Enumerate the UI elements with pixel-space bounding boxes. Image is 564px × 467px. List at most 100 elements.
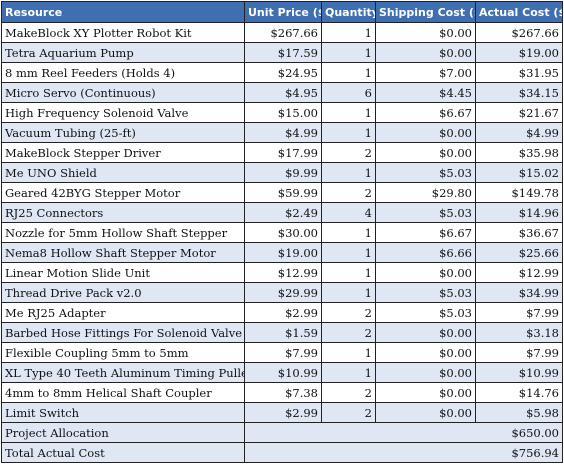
cell-shipping-cost: $5.03 [375, 302, 476, 323]
cell-shipping-cost: $5.03 [375, 162, 476, 183]
cell-unit-price: $10.99 [244, 362, 322, 383]
cell-unit-price: $9.99 [244, 162, 322, 183]
cell-unit-price: $30.00 [244, 222, 322, 243]
cell-unit-price: $17.59 [244, 42, 322, 63]
table-row: Flexible Coupling 5mm to 5mm $7.99 1 $0.00 $… [1, 342, 563, 363]
cell-quantity: 1 [321, 222, 376, 243]
cell-resource: RJ25 Connectors [1, 202, 245, 223]
cell-unit-price: $15.00 [244, 102, 322, 123]
summary-label: Project Allocation [1, 422, 245, 443]
header-unit-price: Unit Price ($) [244, 1, 322, 23]
cell-shipping-cost: $29.80 [375, 182, 476, 203]
cell-resource: Tetra Aquarium Pump [1, 42, 245, 63]
cell-shipping-cost: $0.00 [375, 142, 476, 163]
cell-quantity: 2 [321, 382, 376, 403]
cell-unit-price: $29.99 [244, 282, 322, 303]
cell-actual-cost: $21.67 [475, 102, 563, 123]
cell-unit-price: $267.66 [244, 22, 322, 43]
table-row: Nozzle for 5mm Hollow Shaft Stepper $30.0… [1, 222, 563, 243]
cell-unit-price: $7.38 [244, 382, 322, 403]
header-row: Resource Unit Price ($) Quantity Shippin… [1, 1, 563, 23]
cell-resource: Barbed Hose Fittings For Solenoid Valve [1, 322, 245, 343]
cell-resource: Nozzle for 5mm Hollow Shaft Stepper [1, 222, 245, 243]
cell-quantity: 1 [321, 122, 376, 143]
summary-row: Total Actual Cost $756.94 [1, 442, 563, 463]
cell-quantity: 1 [321, 362, 376, 383]
cell-unit-price: $4.99 [244, 122, 322, 143]
table-row: MakeBlock Stepper Driver $17.99 2 $0.00 $35.… [1, 142, 563, 163]
cell-unit-price: $12.99 [244, 262, 322, 283]
cell-resource: Geared 42BYG Stepper Motor [1, 182, 245, 203]
table-row: 4mm to 8mm Helical Shaft Coupler $7.38 2 $0… [1, 382, 563, 403]
table-row: Thread Drive Pack v2.0 $29.99 1 $5.03 $34.99 [1, 282, 563, 303]
cell-shipping-cost: $0.00 [375, 22, 476, 43]
cell-actual-cost: $31.95 [475, 62, 563, 83]
cell-actual-cost: $149.78 [475, 182, 563, 203]
cell-actual-cost: $10.99 [475, 362, 563, 383]
cell-actual-cost: $267.66 [475, 22, 563, 43]
table-row: Barbed Hose Fittings For Solenoid Valve $… [1, 322, 563, 343]
table-row: Me UNO Shield $9.99 1 $5.03 $15.02 [1, 162, 563, 183]
cell-resource: Me UNO Shield [1, 162, 245, 183]
cell-quantity: 1 [321, 282, 376, 303]
cell-actual-cost: $5.98 [475, 402, 563, 423]
cell-quantity: 1 [321, 342, 376, 363]
cell-resource: MakeBlock Stepper Driver [1, 142, 245, 163]
cell-quantity: 1 [321, 102, 376, 123]
cell-unit-price: $2.99 [244, 402, 322, 423]
cell-shipping-cost: $4.45 [375, 82, 476, 103]
cell-actual-cost: $7.99 [475, 302, 563, 323]
table-row: RJ25 Connectors $2.49 4 $5.03 $14.96 [1, 202, 563, 223]
cell-resource: Vacuum Tubing (25-ft) [1, 122, 245, 143]
table-row: MakeBlock XY Plotter Robot Kit $267.66 1 $0… [1, 22, 563, 43]
cell-shipping-cost: $0.00 [375, 402, 476, 423]
cell-unit-price: $2.99 [244, 302, 322, 323]
cell-quantity: 1 [321, 242, 376, 263]
cell-unit-price: $19.00 [244, 242, 322, 263]
cell-shipping-cost: $6.66 [375, 242, 476, 263]
cell-resource: Thread Drive Pack v2.0 [1, 282, 245, 303]
cell-actual-cost: $12.99 [475, 262, 563, 283]
cell-shipping-cost: $0.00 [375, 262, 476, 283]
cell-resource: Linear Motion Slide Unit [1, 262, 245, 283]
cell-quantity: 4 [321, 202, 376, 223]
table-row: Nema8 Hollow Shaft Stepper Motor $19.00 1 $… [1, 242, 563, 263]
cell-actual-cost: $34.15 [475, 82, 563, 103]
cell-unit-price: $1.59 [244, 322, 322, 343]
table-row: 8 mm Reel Feeders (Holds 4) $24.95 1 $7.00 $… [1, 62, 563, 83]
cell-resource: Flexible Coupling 5mm to 5mm [1, 342, 245, 363]
cell-shipping-cost: $0.00 [375, 322, 476, 343]
cell-actual-cost: $4.99 [475, 122, 563, 143]
cell-quantity: 2 [321, 322, 376, 343]
summary-label: Total Actual Cost [1, 442, 245, 463]
cell-actual-cost: $14.76 [475, 382, 563, 403]
cell-shipping-cost: $6.67 [375, 222, 476, 243]
cell-quantity: 6 [321, 82, 376, 103]
cell-actual-cost: $14.96 [475, 202, 563, 223]
cell-shipping-cost: $5.03 [375, 282, 476, 303]
cell-quantity: 2 [321, 402, 376, 423]
table-row: Micro Servo (Continuous) $4.95 6 $4.45 $34.1… [1, 82, 563, 103]
cell-quantity: 2 [321, 302, 376, 323]
cell-shipping-cost: $7.00 [375, 62, 476, 83]
cell-shipping-cost: $0.00 [375, 382, 476, 403]
cell-quantity: 1 [321, 42, 376, 63]
table-row: XL Type 40 Teeth Aluminum Timing Pulley $… [1, 362, 563, 383]
cell-quantity: 1 [321, 62, 376, 83]
cell-unit-price: $2.49 [244, 202, 322, 223]
cell-quantity: 1 [321, 262, 376, 283]
cell-actual-cost: $15.02 [475, 162, 563, 183]
cell-quantity: 2 [321, 142, 376, 163]
table-row: Tetra Aquarium Pump $17.59 1 $0.00 $19.00 [1, 42, 563, 63]
cell-shipping-cost: $5.03 [375, 202, 476, 223]
cell-unit-price: $4.95 [244, 82, 322, 103]
header-quantity: Quantity [321, 1, 376, 23]
cell-resource: 4mm to 8mm Helical Shaft Coupler [1, 382, 245, 403]
cell-resource: XL Type 40 Teeth Aluminum Timing Pulley [1, 362, 245, 383]
table-row: High Frequency Solenoid Valve $15.00 1 $6.6… [1, 102, 563, 123]
cell-shipping-cost: $0.00 [375, 122, 476, 143]
cell-unit-price: $59.99 [244, 182, 322, 203]
cell-actual-cost: $36.67 [475, 222, 563, 243]
cell-unit-price: $24.95 [244, 62, 322, 83]
